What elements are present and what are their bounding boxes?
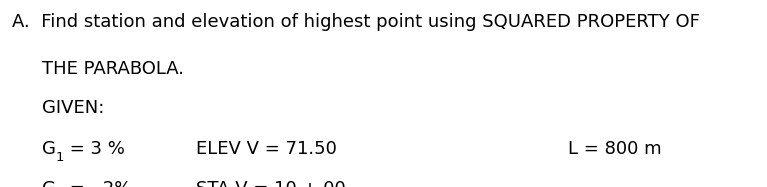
Text: ELEV V = 71.50: ELEV V = 71.50 bbox=[196, 140, 337, 158]
Text: = - 2%: = - 2% bbox=[64, 180, 131, 187]
Text: 1: 1 bbox=[56, 151, 64, 164]
Text: G: G bbox=[42, 140, 56, 158]
Text: G: G bbox=[42, 180, 56, 187]
Text: STA V = 10 + 00: STA V = 10 + 00 bbox=[196, 180, 345, 187]
Text: A.  Find station and elevation of highest point using SQUARED PROPERTY OF: A. Find station and elevation of highest… bbox=[12, 13, 700, 31]
Text: THE PARABOLA.: THE PARABOLA. bbox=[42, 60, 184, 78]
Text: L = 800 m: L = 800 m bbox=[568, 140, 661, 158]
Text: = 3 %: = 3 % bbox=[64, 140, 124, 158]
Text: GIVEN:: GIVEN: bbox=[42, 99, 104, 117]
